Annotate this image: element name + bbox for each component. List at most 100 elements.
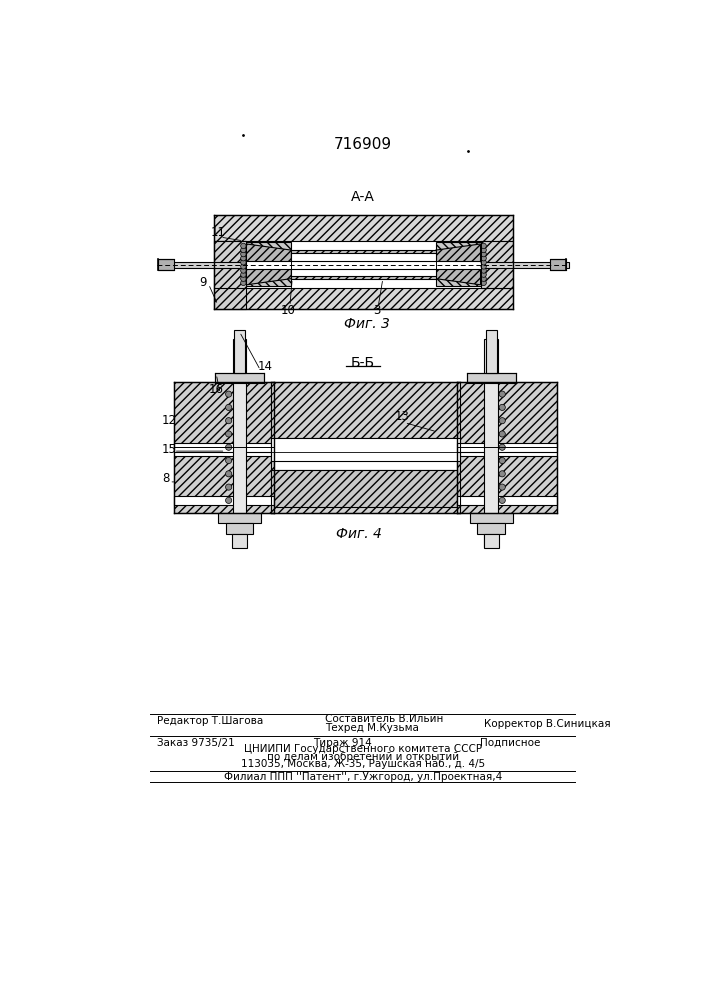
Bar	[215, 373, 264, 383]
Circle shape	[240, 276, 246, 281]
Circle shape	[226, 471, 232, 477]
Circle shape	[481, 276, 486, 281]
Bar	[174, 382, 274, 447]
Circle shape	[226, 497, 232, 503]
Bar	[457, 496, 557, 505]
Circle shape	[226, 484, 232, 490]
Bar	[214, 241, 247, 288]
Text: 10: 10	[281, 304, 296, 317]
Circle shape	[499, 431, 506, 437]
Circle shape	[240, 251, 246, 257]
Circle shape	[499, 484, 506, 490]
Text: по делам изобретений и открытий: по делам изобретений и открытий	[267, 752, 459, 762]
Text: ЦНИИПИ Государственного комитета СССР: ЦНИИПИ Государственного комитета СССР	[244, 744, 481, 754]
Bar	[486, 330, 497, 373]
Text: 9: 9	[199, 276, 206, 289]
Text: Фиг. 3: Фиг. 3	[344, 317, 390, 331]
Circle shape	[481, 272, 486, 277]
Bar	[232, 534, 247, 548]
Bar	[271, 438, 460, 461]
Bar	[457, 456, 557, 513]
Bar	[457, 443, 557, 452]
Circle shape	[226, 418, 232, 424]
Bar	[481, 241, 513, 288]
Circle shape	[240, 243, 246, 249]
Bar	[484, 534, 499, 548]
Circle shape	[226, 391, 232, 397]
Text: 16: 16	[209, 383, 223, 396]
Text: Тираж 914: Тираж 914	[313, 738, 372, 748]
Circle shape	[481, 247, 486, 253]
Circle shape	[226, 431, 232, 437]
Text: Составитель В.Ильин: Составитель В.Ильин	[325, 714, 443, 724]
Bar	[481, 262, 569, 268]
Circle shape	[240, 268, 246, 273]
Text: 14: 14	[257, 360, 272, 373]
Text: 3: 3	[373, 304, 381, 317]
Bar	[158, 259, 174, 270]
Bar	[467, 373, 516, 383]
Polygon shape	[247, 242, 291, 286]
Text: Подписное: Подписное	[480, 738, 540, 748]
Circle shape	[481, 280, 486, 286]
Circle shape	[481, 260, 486, 265]
Circle shape	[499, 404, 506, 410]
Text: А-А: А-А	[351, 190, 375, 204]
Circle shape	[481, 256, 486, 261]
Circle shape	[481, 243, 486, 249]
Text: 12: 12	[162, 414, 177, 427]
Bar	[291, 253, 436, 276]
Bar	[477, 523, 506, 534]
Bar	[271, 382, 460, 438]
Bar	[218, 513, 261, 523]
Text: Б-Б: Б-Б	[351, 356, 375, 370]
Bar	[469, 513, 513, 523]
Circle shape	[499, 497, 506, 503]
Circle shape	[481, 268, 486, 273]
Text: 716909: 716909	[334, 137, 392, 152]
Text: Филиал ППП ''Патент'', г.Ужгород, ул.Проектная,4: Филиал ППП ''Патент'', г.Ужгород, ул.Про…	[223, 772, 502, 782]
Circle shape	[499, 444, 506, 450]
Text: Фиг. 4: Фиг. 4	[337, 527, 382, 541]
Circle shape	[226, 457, 232, 464]
Bar	[226, 523, 253, 534]
Circle shape	[481, 264, 486, 269]
Bar	[291, 250, 436, 279]
Circle shape	[240, 260, 246, 265]
Bar	[214, 215, 513, 241]
Bar	[174, 496, 274, 505]
Text: 13: 13	[395, 410, 409, 423]
Bar	[243, 261, 484, 269]
Bar	[484, 339, 498, 547]
Bar	[234, 330, 245, 373]
Polygon shape	[436, 244, 481, 285]
Circle shape	[499, 471, 506, 477]
Circle shape	[481, 251, 486, 257]
Circle shape	[240, 272, 246, 277]
Polygon shape	[436, 242, 481, 286]
Text: 113035, Москва, Ж-35, Раушская наб., д. 4/5: 113035, Москва, Ж-35, Раушская наб., д. …	[240, 759, 485, 769]
Text: Заказ 9735/21: Заказ 9735/21	[156, 738, 234, 748]
Polygon shape	[247, 244, 291, 285]
Bar	[214, 288, 513, 309]
Text: Корректор В.Синицкая: Корректор В.Синицкая	[484, 719, 610, 729]
Bar	[174, 456, 274, 513]
Bar	[233, 339, 247, 547]
Circle shape	[240, 247, 246, 253]
Circle shape	[226, 404, 232, 410]
Text: 8: 8	[162, 472, 170, 485]
Text: 11: 11	[211, 226, 226, 238]
Bar	[271, 470, 460, 513]
Bar	[550, 259, 566, 270]
Circle shape	[499, 391, 506, 397]
Text: 15: 15	[162, 443, 177, 456]
Circle shape	[240, 280, 246, 286]
Circle shape	[240, 256, 246, 261]
Text: Редактор Т.Шагова: Редактор Т.Шагова	[156, 716, 263, 726]
Bar	[274, 470, 457, 507]
Text: Техред М.Кузьма: Техред М.Кузьма	[325, 723, 419, 733]
Bar	[158, 262, 247, 268]
Bar	[457, 382, 557, 447]
Circle shape	[499, 457, 506, 464]
Circle shape	[240, 264, 246, 269]
